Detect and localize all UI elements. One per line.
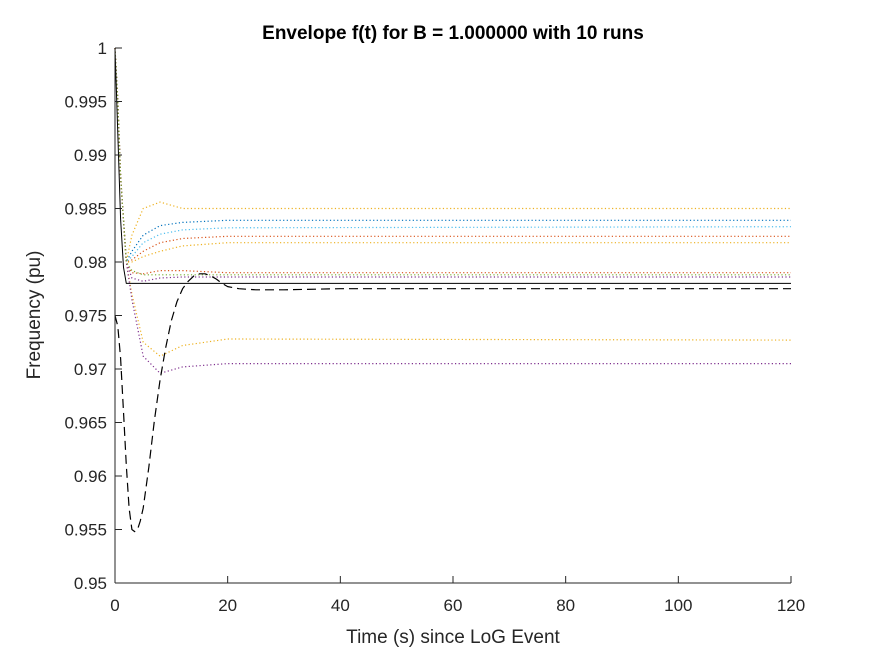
y-tick-label: 0.995 xyxy=(64,93,107,112)
y-tick-label: 0.99 xyxy=(74,146,107,165)
series-line-12 xyxy=(114,273,791,533)
x-tick-label: 120 xyxy=(777,596,805,615)
y-tick-label: 0.965 xyxy=(64,414,107,433)
x-tick-label: 40 xyxy=(331,596,350,615)
y-tick-label: 0.98 xyxy=(74,253,107,272)
series-line-10 xyxy=(114,47,791,276)
x-tick-label: 20 xyxy=(218,596,237,615)
y-tick-label: 0.95 xyxy=(74,574,107,593)
y-ticks: 0.95 0.955 0.96 0.965 0.97 0.975 0.98 0.985 0.99… xyxy=(64,39,122,593)
x-tick-label: 60 xyxy=(444,596,463,615)
y-tick-label: 0.975 xyxy=(64,307,107,326)
y-tick-label: 0.96 xyxy=(74,467,107,486)
series-layer xyxy=(114,47,792,533)
x-tick-label: 100 xyxy=(664,596,692,615)
plot-background xyxy=(115,48,791,583)
series-line-11 xyxy=(114,47,791,284)
y-tick-label: 0.97 xyxy=(74,360,107,379)
y-axis-label: Frequency (pu) xyxy=(24,251,45,380)
x-axis-label: Time (s) since LoG Event xyxy=(346,627,560,648)
x-tick-label: 0 xyxy=(110,596,119,615)
x-tick-label: 80 xyxy=(556,596,575,615)
y-tick-label: 0.955 xyxy=(64,521,107,540)
chart-title: Envelope f(t) for B = 1.000000 with 10 r… xyxy=(262,23,644,44)
y-tick-label: 0.985 xyxy=(64,200,107,219)
y-tick-label: 1 xyxy=(98,39,107,58)
x-ticks: 0 20 40 60 80 100 120 xyxy=(110,576,805,615)
